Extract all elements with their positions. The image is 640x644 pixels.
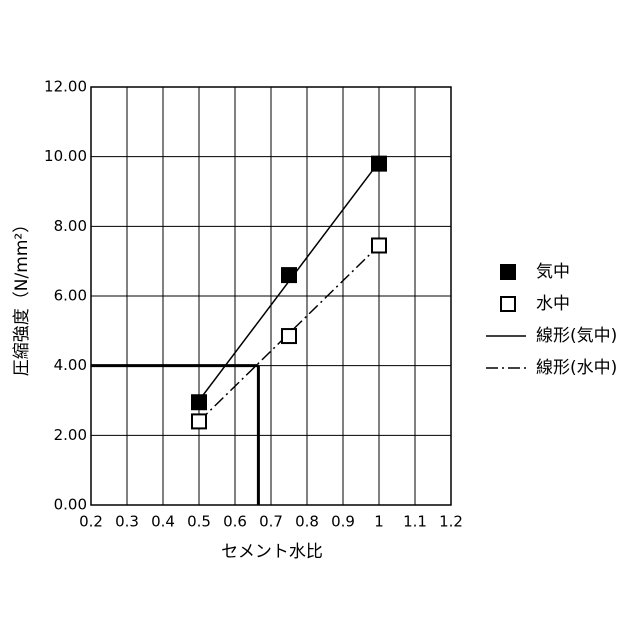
y-tick-label: 0.00 xyxy=(54,496,87,514)
x-tick-label: 1.2 xyxy=(439,513,463,531)
y-tick-label: 2.00 xyxy=(54,426,87,444)
marker xyxy=(192,395,206,409)
y-tick-label: 8.00 xyxy=(54,217,87,235)
x-tick-label: 0.9 xyxy=(331,513,355,531)
y-tick-label: 6.00 xyxy=(54,287,87,305)
x-axis-label: セメント水比 xyxy=(221,542,323,562)
marker xyxy=(282,268,296,282)
y-tick-label: 10.00 xyxy=(44,147,87,165)
x-tick-label: 0.8 xyxy=(295,513,319,531)
x-tick-label: 0.2 xyxy=(79,513,103,531)
marker xyxy=(372,238,386,252)
x-tick-label: 0.6 xyxy=(223,513,247,531)
legend-marker xyxy=(501,297,515,311)
legend-label: 線形(気中) xyxy=(536,326,617,346)
marker xyxy=(372,157,386,171)
x-tick-label: 0.3 xyxy=(115,513,139,531)
legend-marker xyxy=(501,265,515,279)
x-tick-label: 1.1 xyxy=(403,513,427,531)
x-tick-label: 0.5 xyxy=(187,513,211,531)
legend-label: 水中 xyxy=(536,294,570,314)
legend-label: 気中 xyxy=(536,262,570,282)
y-tick-label: 4.00 xyxy=(54,356,87,374)
chart: セメント水比 圧縮強度（N/mm²） 0.2 0.3 0.4 0.5 0.6 0.7 0.8… xyxy=(0,0,640,640)
x-tick-label: 0.4 xyxy=(151,513,175,531)
y-tick-label: 12.00 xyxy=(44,78,87,96)
marker xyxy=(192,414,206,428)
y-axis-label: 圧縮強度（N/mm²） xyxy=(12,216,32,376)
x-tick-label: 0.7 xyxy=(259,513,283,531)
legend-label: 線形(水中) xyxy=(536,358,617,378)
x-tick-label: 1 xyxy=(374,513,384,531)
marker xyxy=(282,329,296,343)
